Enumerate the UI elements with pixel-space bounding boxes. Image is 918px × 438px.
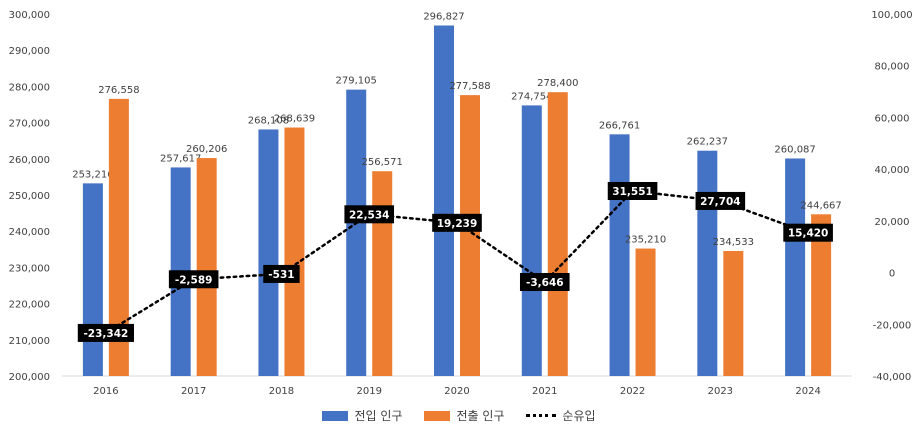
data-label-move-in: 257,617 xyxy=(160,153,201,164)
bar-move-out xyxy=(635,248,656,376)
x-tick-label: 2021 xyxy=(532,386,557,397)
legend: 전입 인구 전출 인구 순유입 xyxy=(0,407,918,424)
chart: 200,000 210,000 220,000 230,000 240,000 250,0… xyxy=(9,10,913,397)
x-tick-label: 2019 xyxy=(356,386,381,397)
data-label-move-in: 266,761 xyxy=(599,120,640,131)
x-tick-label: 2018 xyxy=(269,386,294,397)
y-left-tick-label: 260,000 xyxy=(9,155,50,166)
data-label-move-in: 260,087 xyxy=(774,144,815,155)
net-inflow-label-box xyxy=(432,213,482,232)
bar-move-out xyxy=(547,92,568,376)
x-tick-label: 2020 xyxy=(444,386,469,397)
data-label-move-out: 244,667 xyxy=(800,200,841,211)
legend-swatch-move-out xyxy=(424,410,451,421)
bar-move-in xyxy=(697,150,718,376)
x-tick-label: 2017 xyxy=(181,386,206,397)
bar-move-in xyxy=(82,183,103,376)
net-inflow-label-box xyxy=(607,181,658,200)
y-left-tick-label: 230,000 xyxy=(9,263,50,274)
bar-move-out xyxy=(460,95,480,376)
data-label-move-in: 274,754 xyxy=(511,91,552,102)
bar-move-in xyxy=(521,105,542,377)
bar-move-out xyxy=(723,250,744,376)
data-label-move-out: 256,571 xyxy=(362,157,403,168)
y-left-tick-label: 200,000 xyxy=(9,372,50,383)
legend-item-move-out: 전출 인구 xyxy=(424,407,504,424)
bar-move-out xyxy=(196,158,217,376)
net-inflow-label: -531 xyxy=(268,269,294,281)
bar-move-in xyxy=(258,129,279,376)
net-inflow-label: -23,342 xyxy=(83,328,128,340)
net-inflow-label: 22,534 xyxy=(349,209,390,221)
net-inflow-label-box xyxy=(344,205,395,224)
y-right-tick-label: 40,000 xyxy=(875,165,910,176)
legend-label-move-out: 전출 인구 xyxy=(456,409,505,423)
y-right-tick-label: 100,000 xyxy=(871,10,912,21)
data-label-move-out: 235,210 xyxy=(625,235,666,246)
y-left-tick-label: 250,000 xyxy=(9,191,50,202)
net-inflow-label-box xyxy=(519,272,570,291)
net-inflow-label-box xyxy=(783,223,833,242)
bar-move-out xyxy=(372,171,393,376)
x-tick-label: 2024 xyxy=(795,386,820,397)
data-label-move-out: 277,588 xyxy=(449,81,490,92)
y-left-tick-label: 280,000 xyxy=(9,82,50,93)
y-right-tick-label: 80,000 xyxy=(875,62,910,73)
legend-swatch-net-inflow xyxy=(526,414,557,417)
bar-move-out xyxy=(811,214,832,376)
bar-move-in xyxy=(785,158,806,376)
net-inflow-label-box xyxy=(77,323,134,342)
bar-move-in xyxy=(434,25,454,376)
data-label-move-out: 278,400 xyxy=(537,78,578,89)
data-label-move-out: 276,558 xyxy=(98,85,139,96)
net-inflow-label: -3,646 xyxy=(526,277,564,289)
bar-move-in xyxy=(346,89,367,377)
y-left-tick-label: 240,000 xyxy=(9,227,50,238)
legend-item-net-inflow: 순유입 xyxy=(526,407,596,424)
bar-move-out xyxy=(108,98,129,376)
y-right-tick-label: -40,000 xyxy=(873,372,912,383)
net-inflow-label: 19,239 xyxy=(437,218,478,230)
bar-move-in xyxy=(609,134,630,376)
net-inflow-label-box xyxy=(695,191,746,210)
x-tick-label: 2022 xyxy=(620,386,645,397)
data-label-move-out: 260,206 xyxy=(186,144,227,155)
data-label-move-in: 296,827 xyxy=(423,11,464,22)
net-inflow-label-box xyxy=(263,264,300,283)
y-right-tick-label: 20,000 xyxy=(875,217,910,228)
y-right-tick-label: 60,000 xyxy=(875,113,910,124)
net-inflow-label: -2,589 xyxy=(175,274,213,286)
legend-swatch-move-in xyxy=(322,410,349,421)
bar-move-out xyxy=(284,127,305,376)
data-label-move-in: 262,237 xyxy=(687,137,728,148)
y-right-tick-label: 0 xyxy=(889,269,895,280)
data-label-move-in: 279,105 xyxy=(336,76,377,87)
y-left-tick-label: 270,000 xyxy=(9,119,50,130)
x-tick-label: 2023 xyxy=(708,386,733,397)
data-label-move-out: 268,639 xyxy=(274,114,315,125)
legend-label-net-inflow: 순유입 xyxy=(562,409,596,423)
net-inflow-label-box xyxy=(168,270,219,289)
net-inflow-label: 31,551 xyxy=(612,186,653,198)
y-left-tick-label: 300,000 xyxy=(9,10,50,21)
data-label-move-in: 268,108 xyxy=(248,115,289,126)
y-left-tick-label: 210,000 xyxy=(9,336,50,347)
y-left-tick-label: 220,000 xyxy=(9,300,50,311)
net-inflow-label: 27,704 xyxy=(700,196,741,208)
legend-item-move-in: 전입 인구 xyxy=(322,407,402,424)
y-right-tick-label: -20,000 xyxy=(873,320,912,331)
x-tick-label: 2016 xyxy=(93,386,118,397)
data-label-move-in: 253,216 xyxy=(72,169,113,180)
y-left-tick-label: 290,000 xyxy=(9,46,50,57)
net-inflow-label: 15,420 xyxy=(788,228,829,240)
legend-label-move-in: 전입 인구 xyxy=(354,409,403,423)
data-label-move-out: 234,533 xyxy=(713,237,754,248)
